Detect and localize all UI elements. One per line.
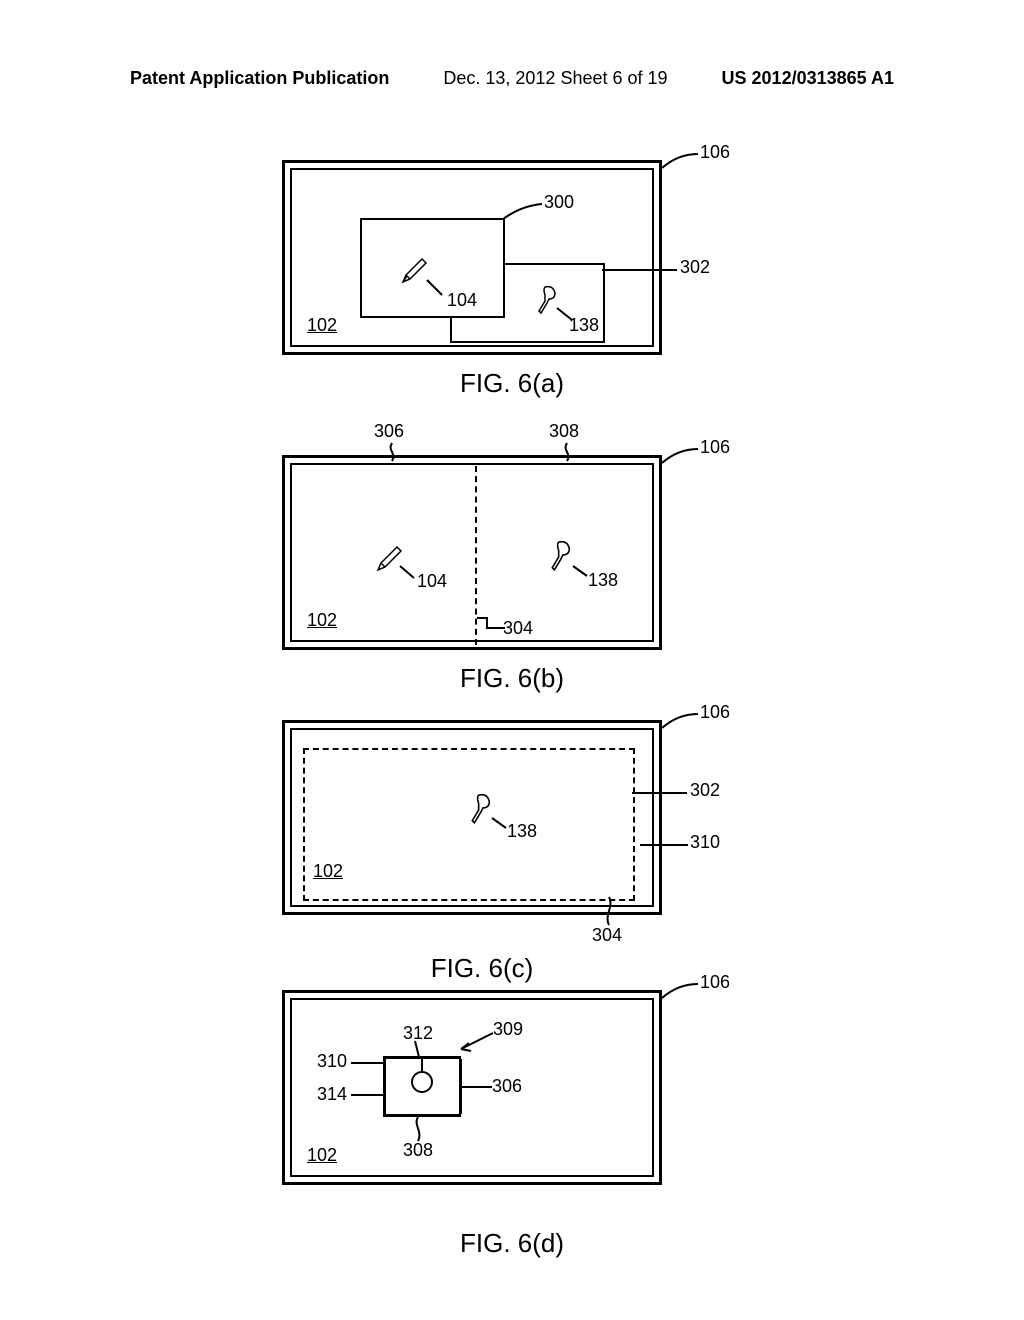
ref-314: 314 (317, 1084, 347, 1105)
ref-312: 312 (403, 1023, 433, 1044)
circle-int (411, 1071, 433, 1093)
leader-106b (658, 449, 698, 469)
box-300: 104 (360, 218, 505, 318)
ref-106: 106 (700, 142, 730, 163)
ref-308d: 308 (403, 1140, 433, 1161)
ref-106b: 106 (700, 437, 730, 458)
fig6b-frame: 104 138 102 304 (282, 455, 662, 650)
ref-138c: 138 (507, 821, 537, 842)
fig6a-panel: 104 138 102 106 300 302 (282, 160, 742, 360)
ref-302: 302 (680, 257, 710, 278)
ref-310d: 310 (317, 1051, 347, 1072)
header-left: Patent Application Publication (130, 68, 389, 89)
page-header: Patent Application Publication Dec. 13, … (0, 68, 1024, 89)
leader-104 (427, 280, 449, 302)
ref-104: 104 (447, 290, 477, 311)
ref-102c: 102 (313, 861, 343, 882)
fig6d-frame: 312 309 310 314 306 308 102 (282, 990, 662, 1185)
figure-6c: 138 102 106 302 310 304 FIG. 6(c) (0, 720, 1024, 984)
fig6c-frame: 138 102 (282, 720, 662, 915)
fig6a-label: FIG. 6(a) (460, 368, 564, 399)
figure-6d: 312 309 310 314 306 308 102 106 FIG. 6 (0, 990, 1024, 1259)
fig6d-panel: 312 309 310 314 306 308 102 106 (282, 990, 742, 1220)
fig6d-label: FIG. 6(d) (460, 1228, 564, 1259)
leader-310d (351, 1060, 383, 1066)
pen-icon (400, 255, 430, 285)
ref-106c: 106 (700, 702, 730, 723)
leader-306d (462, 1084, 492, 1090)
fig6c-label: FIG. 6(c) (431, 953, 534, 984)
ref-102b: 102 (307, 610, 337, 631)
leader-310c (640, 840, 688, 850)
ref-304c: 304 (592, 925, 622, 946)
leader-306b (387, 443, 397, 461)
ref-304: 304 (503, 618, 533, 639)
header-right: US 2012/0313865 A1 (722, 68, 894, 89)
leader-106d (658, 984, 698, 1004)
ref-309: 309 (493, 1019, 523, 1040)
ref-310c: 310 (690, 832, 720, 853)
leader-302 (602, 265, 677, 275)
ref-138b: 138 (588, 570, 618, 591)
fig6a-frame: 104 138 102 (282, 160, 662, 355)
ref-106d: 106 (700, 972, 730, 993)
fig6c-panel: 138 102 106 302 310 304 (282, 720, 742, 945)
ref-306b: 306 (374, 421, 404, 442)
fig6b-panel: 104 138 102 304 306 308 106 (282, 425, 742, 655)
leader-314 (351, 1092, 383, 1098)
ref-102d: 102 (307, 1145, 337, 1166)
leader-300 (502, 202, 542, 222)
leader-302c (632, 788, 687, 798)
figure-6a: 104 138 102 106 300 302 FIG. 6(a) (0, 160, 1024, 399)
ref-300: 300 (544, 192, 574, 213)
ref-102: 102 (307, 315, 337, 336)
figure-6b: 104 138 102 304 306 308 106 FIG. 6(b) (0, 425, 1024, 694)
leader-304c (604, 897, 614, 925)
ref-306d: 306 (492, 1076, 522, 1097)
ref-302c: 302 (690, 780, 720, 801)
header-center: Dec. 13, 2012 Sheet 6 of 19 (443, 68, 667, 89)
leader-308d (413, 1117, 423, 1141)
fig6b-label: FIG. 6(b) (460, 663, 564, 694)
leftbar (383, 1059, 386, 1114)
leader-106c (658, 714, 698, 734)
leader-106 (658, 154, 698, 174)
dashed-302 (303, 748, 635, 901)
ref-308b: 308 (549, 421, 579, 442)
leader-308b (562, 443, 572, 461)
leader-309 (453, 1033, 495, 1053)
ref-138: 138 (569, 315, 599, 336)
ref-104b: 104 (417, 571, 447, 592)
